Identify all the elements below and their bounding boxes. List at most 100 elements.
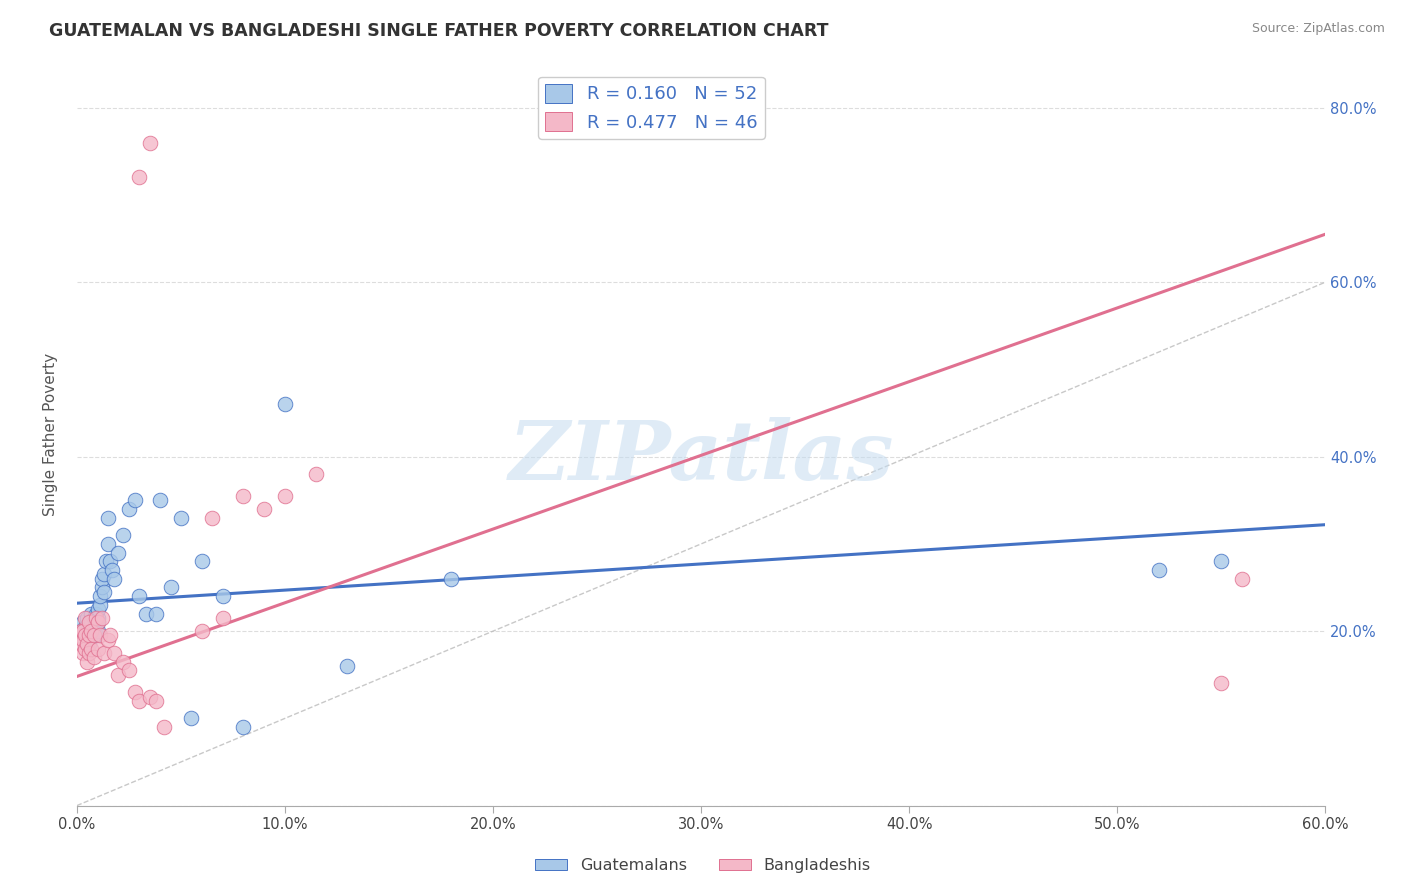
- Point: [97, 632, 120, 647]
- Point: [107, 667, 129, 681]
- Point: [159, 581, 181, 595]
- Point: [83, 620, 105, 634]
- Point: [76, 624, 98, 639]
- Point: [89, 598, 111, 612]
- Point: [145, 694, 167, 708]
- Point: [79, 624, 101, 639]
- Point: [84, 611, 107, 625]
- Point: [90, 611, 112, 625]
- Point: [145, 607, 167, 621]
- Text: Source: ZipAtlas.com: Source: ZipAtlas.com: [1251, 22, 1385, 36]
- Legend: R = 0.160   N = 52, R = 0.477   N = 46: R = 0.160 N = 52, R = 0.477 N = 46: [538, 77, 765, 139]
- Point: [190, 624, 212, 639]
- Point: [153, 720, 176, 734]
- Point: [128, 589, 150, 603]
- Point: [76, 632, 98, 647]
- Point: [118, 502, 141, 516]
- Point: [124, 493, 146, 508]
- Point: [111, 655, 134, 669]
- Point: [76, 655, 98, 669]
- Point: [253, 502, 276, 516]
- Point: [86, 641, 108, 656]
- Point: [90, 572, 112, 586]
- Point: [83, 624, 105, 639]
- Point: [1232, 572, 1254, 586]
- Point: [211, 589, 233, 603]
- Point: [80, 641, 103, 656]
- Point: [80, 607, 103, 621]
- Point: [72, 646, 94, 660]
- Point: [93, 585, 115, 599]
- Point: [86, 624, 108, 639]
- Point: [135, 607, 157, 621]
- Point: [79, 615, 101, 630]
- Point: [138, 136, 160, 150]
- Point: [83, 628, 105, 642]
- Point: [83, 650, 105, 665]
- Point: [97, 510, 120, 524]
- Point: [1211, 676, 1233, 690]
- Point: [107, 546, 129, 560]
- Point: [75, 620, 97, 634]
- Point: [75, 628, 97, 642]
- Text: ZIPatlas: ZIPatlas: [509, 417, 894, 497]
- Point: [128, 694, 150, 708]
- Point: [72, 615, 94, 630]
- Point: [98, 554, 121, 568]
- Point: [232, 489, 254, 503]
- Point: [89, 589, 111, 603]
- Point: [72, 624, 94, 639]
- Point: [124, 685, 146, 699]
- Point: [232, 720, 254, 734]
- Point: [440, 572, 463, 586]
- Point: [305, 467, 328, 481]
- Legend: Guatemalans, Bangladeshis: Guatemalans, Bangladeshis: [529, 852, 877, 880]
- Point: [84, 628, 107, 642]
- Point: [80, 615, 103, 630]
- Point: [149, 493, 172, 508]
- Point: [211, 611, 233, 625]
- Point: [89, 628, 111, 642]
- Point: [118, 664, 141, 678]
- Point: [336, 659, 359, 673]
- Point: [111, 528, 134, 542]
- Point: [103, 646, 125, 660]
- Point: [101, 563, 124, 577]
- Point: [103, 572, 125, 586]
- Point: [170, 510, 193, 524]
- Point: [86, 602, 108, 616]
- Point: [75, 611, 97, 625]
- Point: [84, 607, 107, 621]
- Y-axis label: Single Father Poverty: Single Father Poverty: [44, 353, 58, 516]
- Point: [76, 611, 98, 625]
- Point: [79, 628, 101, 642]
- Point: [93, 646, 115, 660]
- Point: [79, 637, 101, 651]
- Point: [274, 489, 297, 503]
- Point: [70, 637, 93, 651]
- Point: [86, 611, 108, 625]
- Point: [93, 567, 115, 582]
- Point: [1147, 563, 1170, 577]
- Point: [274, 397, 297, 411]
- Point: [80, 624, 103, 639]
- Point: [86, 615, 108, 630]
- Point: [72, 632, 94, 647]
- Point: [190, 554, 212, 568]
- Point: [94, 554, 117, 568]
- Point: [128, 170, 150, 185]
- Point: [79, 646, 101, 660]
- Point: [201, 510, 224, 524]
- Point: [75, 628, 97, 642]
- Point: [76, 637, 98, 651]
- Point: [70, 624, 93, 639]
- Point: [67, 628, 90, 642]
- Point: [180, 711, 202, 725]
- Point: [70, 624, 93, 639]
- Text: GUATEMALAN VS BANGLADESHI SINGLE FATHER POVERTY CORRELATION CHART: GUATEMALAN VS BANGLADESHI SINGLE FATHER …: [49, 22, 828, 40]
- Point: [86, 615, 108, 630]
- Point: [90, 581, 112, 595]
- Point: [1211, 554, 1233, 568]
- Point: [138, 690, 160, 704]
- Point: [83, 611, 105, 625]
